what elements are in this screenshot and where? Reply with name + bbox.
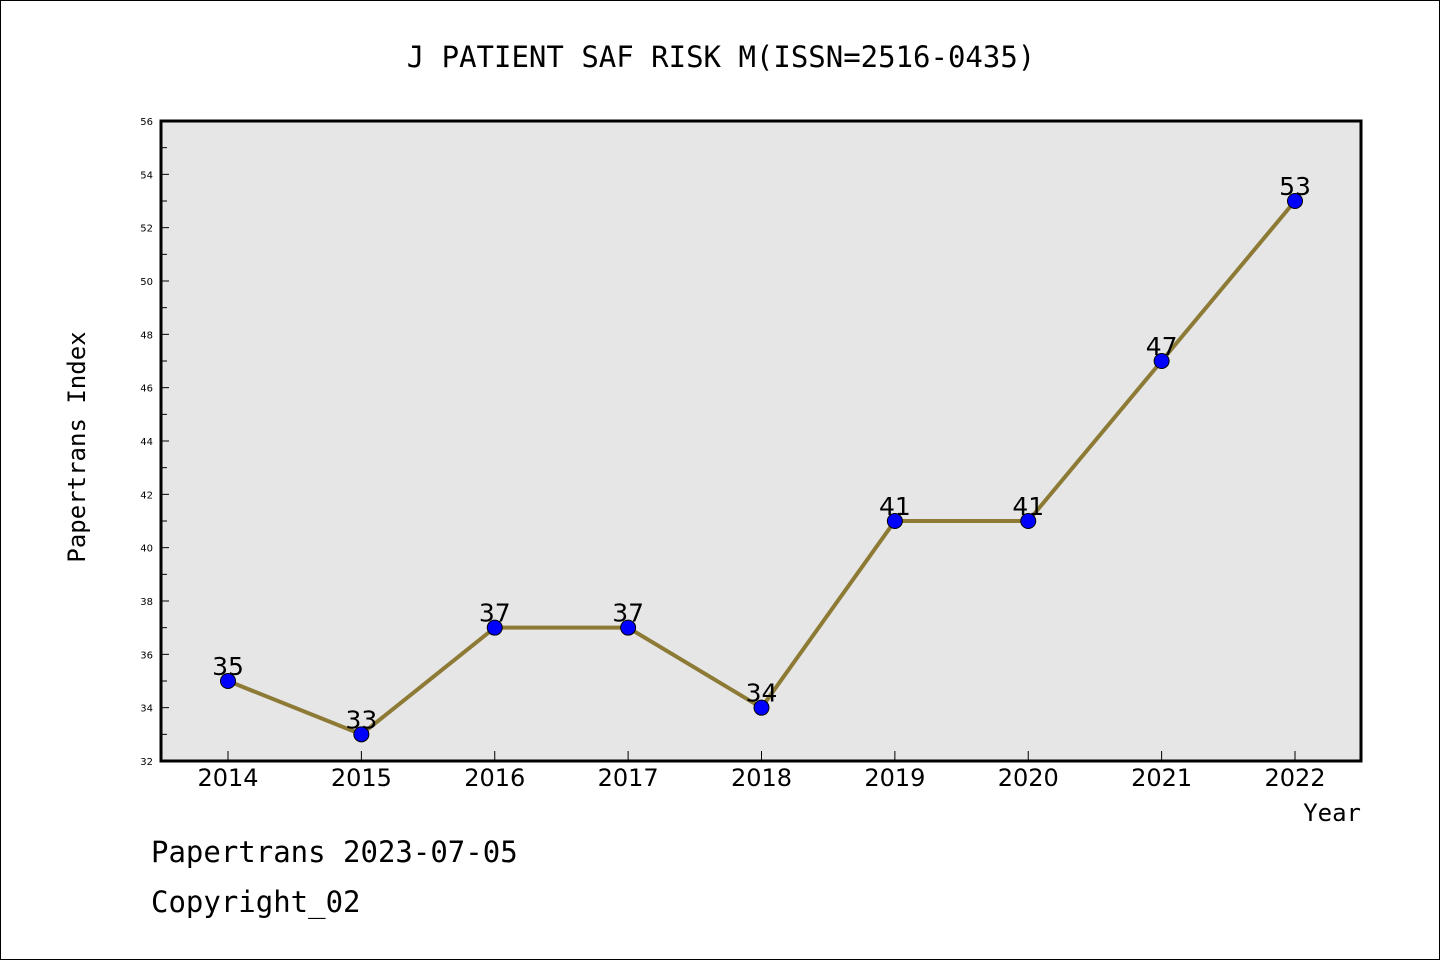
y-tick-label: 44	[140, 437, 153, 448]
footer-date: Papertrans 2023-07-05	[151, 835, 518, 869]
data-point	[1287, 193, 1303, 209]
x-tick-label: 2016	[464, 764, 525, 792]
data-point	[353, 726, 370, 743]
y-tick-label: 40	[140, 544, 153, 555]
x-tick-label: 2015	[331, 764, 392, 792]
data-point	[886, 513, 903, 529]
y-tick-label: 36	[140, 650, 153, 661]
x-axis-label: Year	[1303, 799, 1361, 827]
y-tick-label: 48	[140, 330, 153, 341]
data-point	[753, 699, 770, 716]
chart-title: J PATIENT SAF RISK M(ISSN=2516-0435)	[407, 40, 1036, 74]
x-tick-label: 2018	[731, 764, 792, 792]
x-tick-label: 2021	[1131, 764, 1192, 792]
data-label: 47	[1146, 332, 1178, 361]
x-axis: 2014 2015 2016 2017 2018 2019 2020 2021 2022	[197, 751, 1326, 792]
y-tick-label: 34	[140, 704, 153, 715]
data-label: 37	[612, 599, 644, 628]
y-tick-label: 56	[140, 117, 153, 128]
x-tick-label: 2014	[197, 764, 258, 792]
y-tick-label: 46	[140, 384, 153, 395]
footer-copyright: Copyright_02	[151, 885, 361, 919]
y-tick-label: 38	[140, 597, 153, 608]
data-label: 33	[345, 705, 377, 734]
data-point	[220, 673, 236, 689]
data-label: 35	[212, 652, 244, 681]
x-tick-label: 2019	[864, 764, 925, 792]
y-tick-label: 50	[140, 277, 153, 288]
x-tick-label: 2020	[998, 764, 1059, 792]
data-point	[620, 619, 637, 636]
data-point	[1153, 353, 1170, 369]
data-point	[1020, 513, 1037, 529]
data-label: 37	[479, 599, 511, 628]
data-label: 34	[746, 679, 778, 708]
data-point	[486, 619, 503, 636]
y-tick-label: 54	[140, 170, 153, 181]
y-axis: 32 34 36 38 40 42 44 46 48 50 52 54 56	[140, 117, 169, 768]
data-label: 53	[1279, 172, 1311, 201]
y-tick-label: 52	[140, 224, 153, 235]
y-tick-label: 32	[140, 757, 153, 768]
y-tick-label: 42	[140, 490, 153, 501]
data-label: 41	[1012, 492, 1044, 521]
y-axis-label: Papertrans Index	[63, 331, 91, 562]
plot-area	[159, 119, 1363, 763]
data-label: 41	[879, 492, 911, 521]
series-1: 35 33 37 37 34 41 41 47 53	[212, 172, 1311, 743]
x-tick-label: 2017	[598, 764, 659, 792]
x-tick-label: 2022	[1264, 764, 1325, 792]
